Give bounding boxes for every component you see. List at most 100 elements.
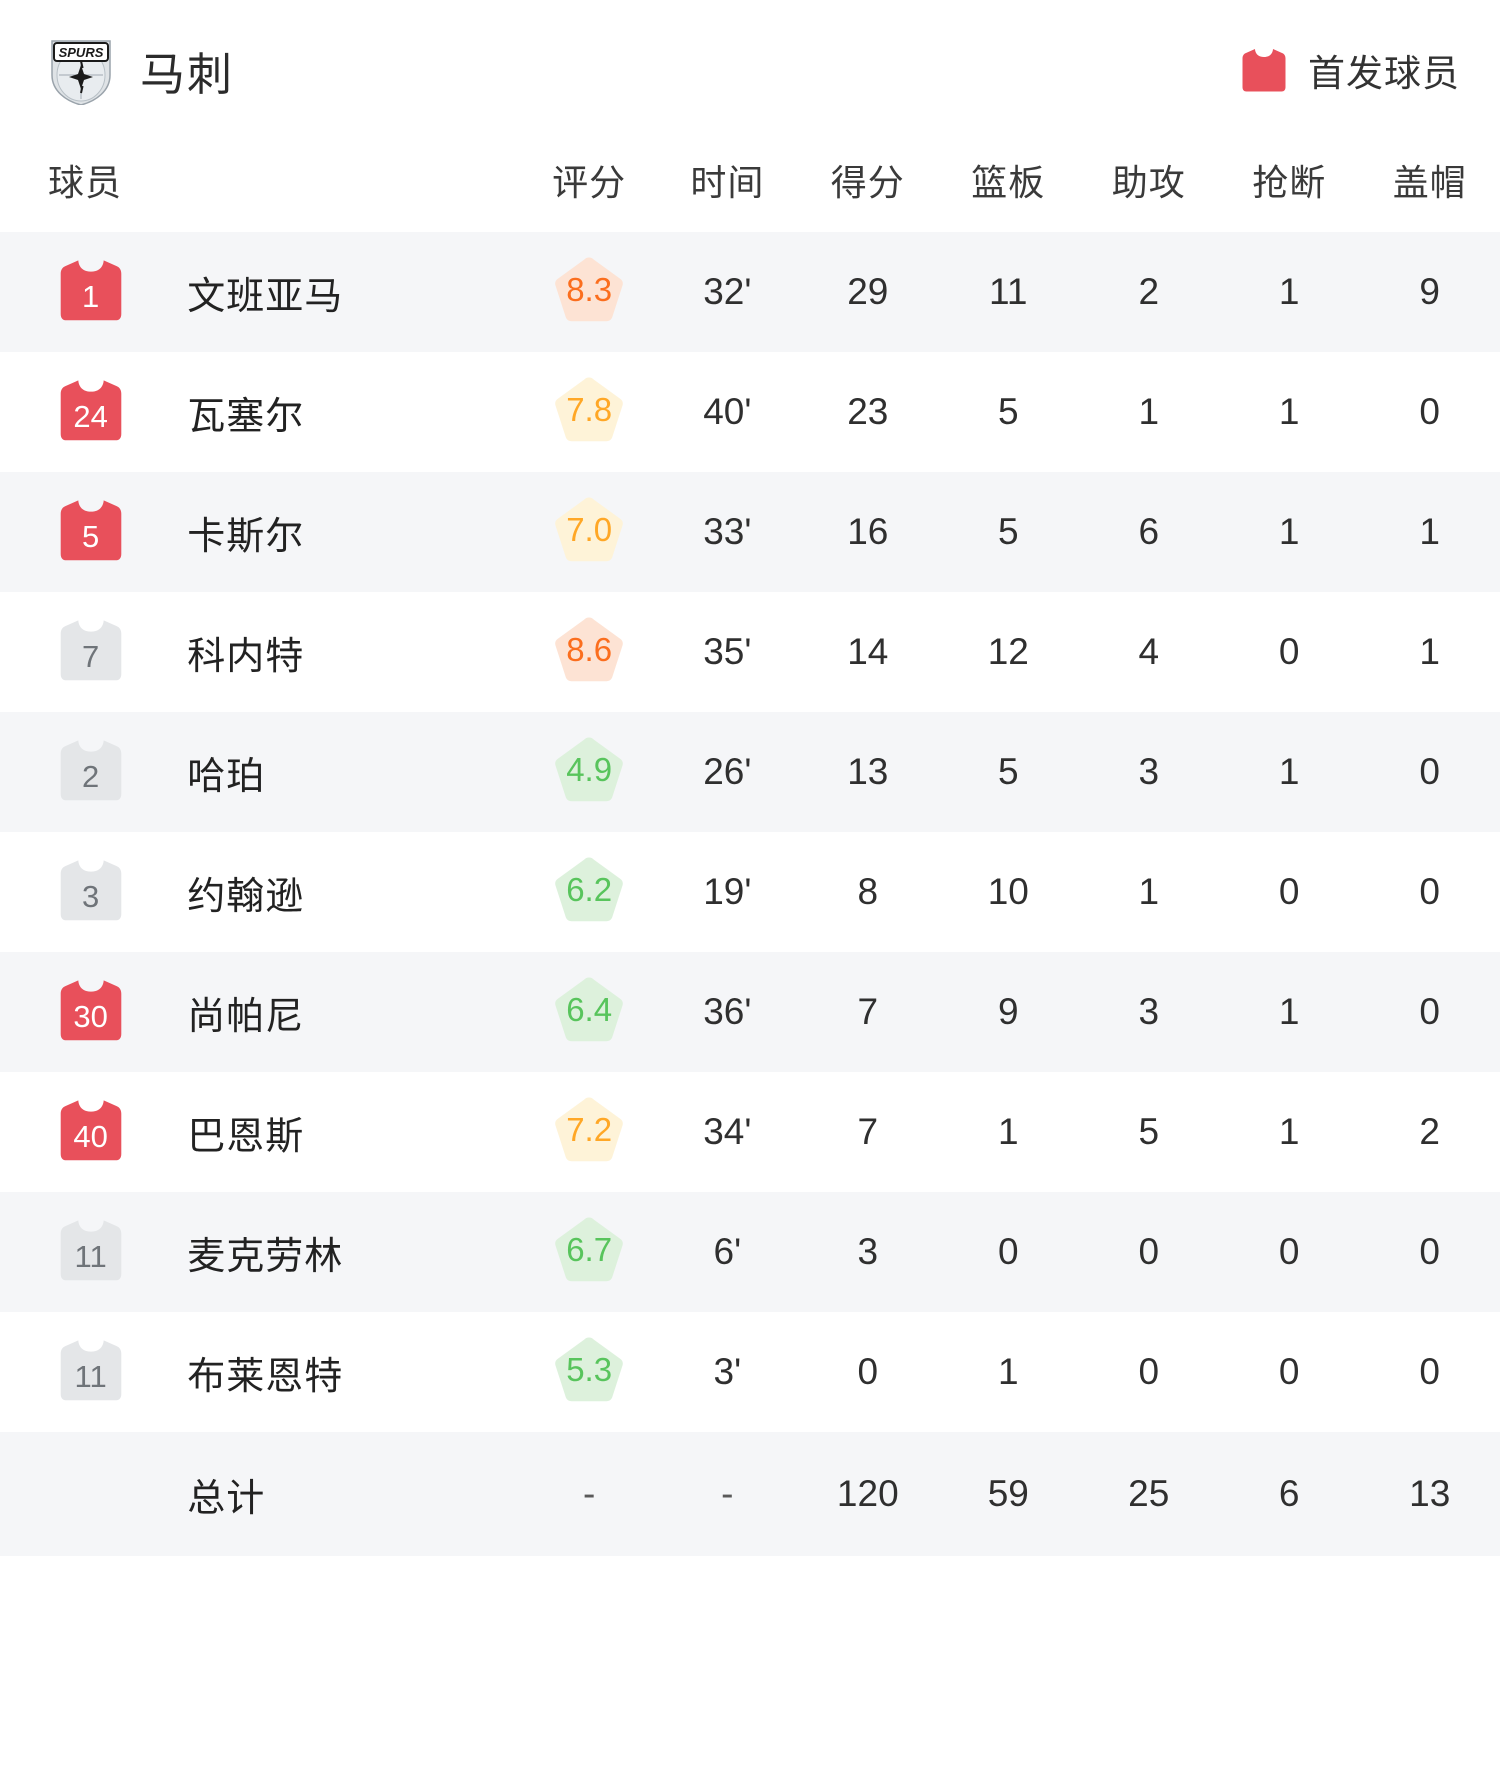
player-name[interactable]: 瓦塞尔: [187, 395, 305, 438]
player-jersey-cell: 40: [0, 1072, 181, 1192]
table-row[interactable]: 7 科内特 8.6 35' 14 12 4 0 1: [0, 592, 1500, 712]
player-name[interactable]: 约翰逊: [187, 875, 305, 918]
player-steals: 0: [1278, 871, 1300, 912]
player-rebounds: 9: [997, 991, 1019, 1032]
player-jersey-cell: 1: [0, 232, 181, 352]
player-rating-cell: 8.6: [521, 592, 657, 712]
table-row[interactable]: 24 瓦塞尔 7.8 40' 23 5 1 1 0: [0, 352, 1500, 472]
player-rebounds: 5: [997, 511, 1019, 552]
player-rebounds: 5: [997, 391, 1019, 432]
player-name[interactable]: 巴恩斯: [187, 1115, 305, 1158]
rating-badge: 7.0: [550, 492, 628, 568]
jersey-number: 5: [82, 518, 100, 554]
table-row[interactable]: 3 约翰逊 6.2 19' 8 10 1 0 0: [0, 832, 1500, 952]
player-time: 36': [703, 991, 752, 1032]
column-header-time: 时间: [690, 162, 765, 203]
column-header-player: 球员: [48, 162, 123, 203]
rating-badge: 7.8: [550, 372, 628, 448]
player-points: 14: [847, 631, 889, 672]
player-points: 3: [857, 1231, 879, 1272]
starter-jersey-icon: 1: [60, 257, 122, 323]
column-header-points: 得分: [830, 162, 905, 203]
player-name[interactable]: 尚帕尼: [187, 995, 305, 1038]
player-steals: 1: [1278, 991, 1300, 1032]
totals-rebounds: 59: [987, 1473, 1029, 1514]
player-points: 13: [847, 751, 889, 792]
player-jersey-cell: 7: [0, 592, 181, 712]
player-time: 33': [703, 511, 752, 552]
player-rebounds: 11: [989, 271, 1028, 312]
totals-spacer: [0, 1432, 181, 1556]
player-assists: 4: [1138, 631, 1160, 672]
player-jersey-cell: 30: [0, 952, 181, 1072]
player-name[interactable]: 布莱恩特: [187, 1355, 344, 1398]
table-row[interactable]: 30 尚帕尼 6.4 36' 7 9 3 1 0: [0, 952, 1500, 1072]
player-assists: 2: [1138, 271, 1160, 312]
starter-jersey-icon: 30: [60, 977, 122, 1043]
table-row[interactable]: 11 布莱恩特 5.3 3' 0 1 0 0 0: [0, 1312, 1500, 1432]
player-blocks: 1: [1419, 511, 1440, 552]
player-steals: 0: [1278, 1351, 1300, 1392]
player-time: 32': [703, 271, 752, 312]
team-identity: SPURS 马刺: [48, 35, 235, 106]
rating-badge: 7.2: [550, 1092, 628, 1168]
table-row[interactable]: 11 麦克劳林 6.7 6' 3 0 0 0 0: [0, 1192, 1500, 1312]
player-name[interactable]: 麦克劳林: [187, 1235, 344, 1278]
player-rating-cell: 7.2: [521, 1072, 657, 1192]
rating-badge: 6.4: [550, 972, 628, 1048]
starters-legend: 首发球员: [1242, 43, 1460, 97]
jersey-number: 2: [82, 758, 100, 794]
jersey-number: 40: [73, 1118, 108, 1154]
player-steals: 1: [1278, 391, 1300, 432]
player-name[interactable]: 哈珀: [187, 755, 266, 798]
bench-jersey-icon: 2: [60, 737, 122, 803]
player-assists: 5: [1138, 1111, 1160, 1152]
jersey-number: 11: [74, 1358, 107, 1394]
player-rating-cell: 8.3: [521, 232, 657, 352]
rating-value: 6.2: [566, 870, 613, 908]
player-points: 7: [857, 991, 879, 1032]
rating-value: 6.4: [566, 990, 613, 1028]
player-rating-cell: 7.0: [521, 472, 657, 592]
table-row[interactable]: 5 卡斯尔 7.0 33' 16 5 6 1 1: [0, 472, 1500, 592]
player-time: 40': [703, 391, 752, 432]
player-steals: 1: [1278, 751, 1300, 792]
spurs-logo-icon: SPURS: [48, 35, 114, 106]
rating-value: 7.0: [566, 510, 613, 548]
jersey-number: 7: [82, 638, 100, 674]
player-rebounds: 1: [997, 1111, 1019, 1152]
player-rating-cell: 4.9: [521, 712, 657, 832]
rating-value: 8.6: [566, 630, 613, 668]
player-assists: 0: [1138, 1231, 1160, 1272]
table-body: 1 文班亚马 8.3 32' 29 11 2 1 9 24 瓦塞尔 7.8 40' 23 5 1 1 0 5 卡斯尔 7…: [0, 232, 1500, 1556]
table-row[interactable]: 2 哈珀 4.9 26' 13 5 3 1 0: [0, 712, 1500, 832]
jersey-number: 1: [82, 278, 100, 314]
column-header-blocks: 盖帽: [1392, 162, 1467, 203]
starter-jersey-icon: 40: [60, 1097, 122, 1163]
team-name: 马刺: [140, 48, 235, 100]
bench-jersey-icon: 3: [60, 857, 122, 923]
player-points: 7: [857, 1111, 879, 1152]
player-rating-cell: 5.3: [521, 1312, 657, 1432]
player-name[interactable]: 科内特: [187, 635, 305, 678]
player-assists: 3: [1138, 751, 1160, 792]
totals-points: 120: [836, 1473, 899, 1514]
player-jersey-cell: 24: [0, 352, 181, 472]
player-points: 16: [847, 511, 889, 552]
player-rebounds: 0: [997, 1231, 1019, 1272]
player-blocks: 0: [1419, 391, 1440, 432]
player-points: 29: [847, 271, 889, 312]
player-steals: 0: [1278, 631, 1300, 672]
player-name[interactable]: 文班亚马: [187, 275, 344, 318]
rating-badge: 5.3: [550, 1332, 628, 1408]
player-time: 26': [703, 751, 752, 792]
table-header: 球员 评分 时间 得分 篮板 助攻 抢断 盖帽: [0, 140, 1500, 232]
player-jersey-cell: 3: [0, 832, 181, 952]
table-row[interactable]: 40 巴恩斯 7.2 34' 7 1 5 1 2: [0, 1072, 1500, 1192]
player-name[interactable]: 卡斯尔: [187, 515, 305, 558]
player-steals: 1: [1278, 511, 1300, 552]
table-row[interactable]: 1 文班亚马 8.3 32' 29 11 2 1 9: [0, 232, 1500, 352]
rating-badge: 6.2: [550, 852, 628, 928]
jersey-number: 11: [74, 1238, 107, 1274]
jersey-number: 30: [73, 998, 108, 1034]
